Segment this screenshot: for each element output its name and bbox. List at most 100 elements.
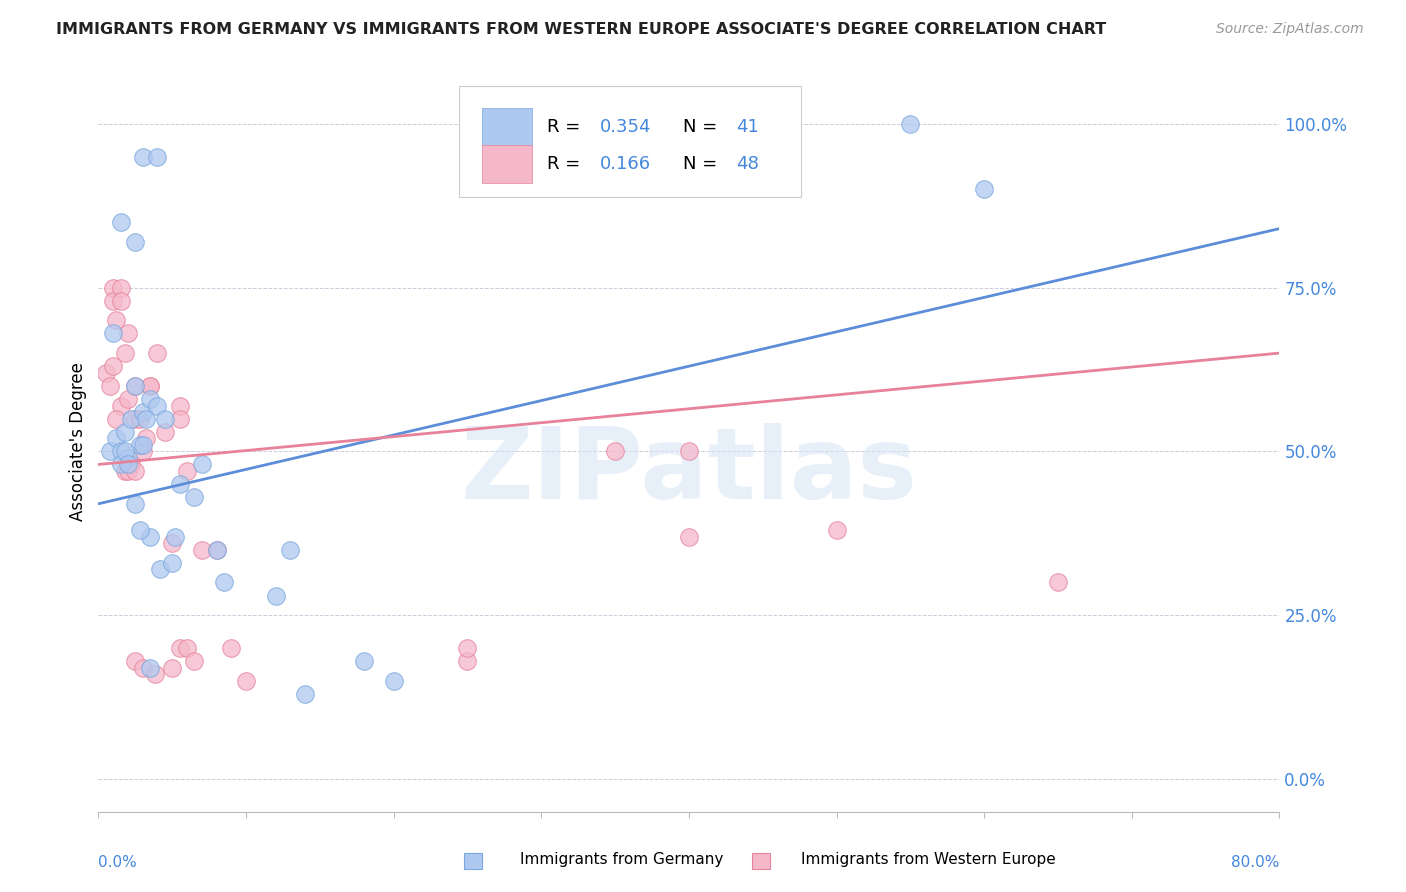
Point bbox=[212, 575, 235, 590]
Point bbox=[114, 346, 136, 360]
Text: Immigrants from Germany: Immigrants from Germany bbox=[520, 852, 724, 867]
Point bbox=[117, 450, 139, 465]
Point bbox=[120, 411, 142, 425]
Point bbox=[117, 464, 139, 478]
Point bbox=[183, 490, 205, 504]
Point bbox=[205, 542, 228, 557]
Text: 41: 41 bbox=[737, 118, 759, 136]
Point bbox=[114, 444, 136, 458]
Point bbox=[146, 399, 169, 413]
Point bbox=[973, 182, 995, 196]
Point bbox=[1047, 575, 1070, 590]
Point bbox=[353, 654, 375, 668]
Point bbox=[103, 359, 125, 374]
Point bbox=[678, 444, 700, 458]
Point bbox=[153, 411, 176, 425]
Point bbox=[149, 562, 172, 576]
Point bbox=[105, 431, 128, 445]
Point bbox=[139, 660, 162, 674]
Point bbox=[120, 458, 142, 472]
Point bbox=[110, 399, 132, 413]
Text: 0.0%: 0.0% bbox=[98, 855, 138, 870]
Point bbox=[124, 411, 146, 425]
Point bbox=[98, 379, 121, 393]
Text: R =: R = bbox=[547, 155, 586, 173]
Point bbox=[103, 326, 125, 341]
Point bbox=[124, 464, 146, 478]
Point bbox=[162, 660, 183, 674]
Text: N =: N = bbox=[683, 118, 723, 136]
Text: 0.166: 0.166 bbox=[600, 155, 651, 173]
Point bbox=[146, 346, 169, 360]
FancyBboxPatch shape bbox=[482, 145, 531, 183]
Y-axis label: Associate's Degree: Associate's Degree bbox=[69, 362, 87, 521]
Point bbox=[139, 379, 162, 393]
Point bbox=[105, 411, 128, 425]
Point bbox=[132, 444, 155, 458]
FancyBboxPatch shape bbox=[458, 87, 801, 197]
FancyBboxPatch shape bbox=[482, 108, 531, 146]
Text: 48: 48 bbox=[737, 155, 759, 173]
Point bbox=[205, 542, 228, 557]
Point bbox=[124, 379, 146, 393]
Point bbox=[124, 654, 146, 668]
Point bbox=[110, 444, 132, 458]
Point bbox=[169, 411, 191, 425]
Point bbox=[124, 379, 146, 393]
Point bbox=[176, 464, 198, 478]
Point bbox=[139, 379, 162, 393]
Point bbox=[139, 392, 162, 406]
Text: Immigrants from Western Europe: Immigrants from Western Europe bbox=[801, 852, 1056, 867]
Point bbox=[135, 411, 157, 425]
Point bbox=[132, 149, 155, 163]
Point bbox=[114, 464, 136, 478]
Point bbox=[114, 425, 136, 439]
Point bbox=[105, 313, 128, 327]
Point bbox=[128, 438, 150, 452]
Point bbox=[605, 444, 627, 458]
Point bbox=[124, 497, 146, 511]
Point bbox=[169, 477, 191, 491]
Text: Source: ZipAtlas.com: Source: ZipAtlas.com bbox=[1216, 22, 1364, 37]
Point bbox=[146, 149, 169, 163]
Point bbox=[162, 556, 183, 570]
Point bbox=[169, 640, 191, 655]
Point bbox=[294, 687, 316, 701]
Point bbox=[117, 392, 139, 406]
Point bbox=[103, 293, 125, 308]
Point bbox=[132, 660, 155, 674]
Point bbox=[165, 530, 187, 544]
Point bbox=[825, 523, 848, 537]
Point bbox=[110, 280, 132, 294]
Point bbox=[678, 530, 700, 544]
Point bbox=[128, 523, 150, 537]
Point bbox=[110, 215, 132, 229]
Point bbox=[191, 542, 214, 557]
Point bbox=[110, 293, 132, 308]
Point bbox=[183, 654, 205, 668]
Text: ZIPatlas: ZIPatlas bbox=[461, 423, 917, 520]
Point bbox=[176, 640, 198, 655]
Point bbox=[124, 235, 146, 249]
Point bbox=[235, 673, 257, 688]
Point bbox=[128, 411, 150, 425]
Point bbox=[169, 399, 191, 413]
Point bbox=[457, 640, 479, 655]
Point bbox=[382, 673, 405, 688]
Point bbox=[457, 654, 479, 668]
Point bbox=[135, 431, 157, 445]
Point bbox=[132, 438, 155, 452]
Point bbox=[98, 444, 121, 458]
Point bbox=[264, 589, 287, 603]
Text: 80.0%: 80.0% bbox=[1232, 855, 1279, 870]
Point bbox=[117, 458, 139, 472]
Point bbox=[162, 536, 183, 550]
Point bbox=[153, 425, 176, 439]
Text: 0.354: 0.354 bbox=[600, 118, 652, 136]
Point bbox=[110, 458, 132, 472]
Point bbox=[280, 542, 302, 557]
Point bbox=[191, 458, 214, 472]
Point bbox=[143, 667, 166, 681]
Point bbox=[900, 117, 922, 131]
Point bbox=[139, 530, 162, 544]
